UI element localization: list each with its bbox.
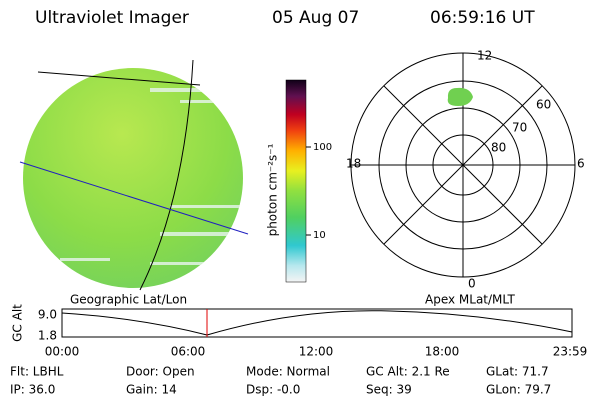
info-field: GC Alt: 2.1 Re xyxy=(366,365,450,379)
x-tick: 18:00 xyxy=(425,345,460,359)
timeline-title: Geographic Lat/Lon xyxy=(70,293,187,307)
info-field: GLon: 79.7 xyxy=(486,383,551,397)
colorbar-label: photon cm⁻²s⁻¹ xyxy=(266,143,280,236)
y-tick: 9.0 xyxy=(38,308,57,322)
polar-plot xyxy=(350,52,576,278)
info-field: GLat: 71.7 xyxy=(486,365,549,379)
info-field: Gain: 14 xyxy=(126,383,177,397)
info-field: IP: 36.0 xyxy=(10,383,55,397)
instrument: Ultraviolet Imager xyxy=(35,8,189,28)
uv-image xyxy=(19,59,249,291)
colorbar-tick: 100 xyxy=(313,142,332,153)
lat-label: 80 xyxy=(491,141,506,155)
time: 06:59:16 UT xyxy=(430,8,535,28)
timeline-title: Apex MLat/MLT xyxy=(425,293,515,307)
x-tick: 12:00 xyxy=(299,345,334,359)
colorbar-tick: 10 xyxy=(313,230,326,241)
info-field: Door: Open xyxy=(126,365,195,379)
x-tick: 00:00 xyxy=(45,345,80,359)
info-field: Dsp: -0.0 xyxy=(246,383,300,397)
info-field: Seq: 39 xyxy=(366,383,412,397)
mlt-label: 12 xyxy=(477,49,492,63)
lat-label: 60 xyxy=(536,98,551,112)
info-field: Flt: LBHL xyxy=(10,365,64,379)
x-tick: 23:59 xyxy=(553,345,588,359)
mlt-label: 0 xyxy=(468,277,476,291)
date: 05 Aug 07 xyxy=(272,8,359,28)
y-label: GC Alt xyxy=(11,304,25,342)
mlt-label: 6 xyxy=(577,157,585,171)
y-tick: 1.8 xyxy=(38,329,57,343)
info: Flt: LBHL Door: Open Mode: Normal GC Alt… xyxy=(10,365,551,397)
info-field: Mode: Normal xyxy=(246,365,330,379)
colorbar: 100 10 photon cm⁻²s⁻¹ xyxy=(266,79,332,283)
timeline: Geographic Lat/Lon Apex MLat/MLT GC Alt … xyxy=(11,293,588,359)
x-tick: 06:00 xyxy=(171,345,206,359)
mlt-label: 18 xyxy=(346,157,361,171)
lat-label: 70 xyxy=(512,121,527,135)
